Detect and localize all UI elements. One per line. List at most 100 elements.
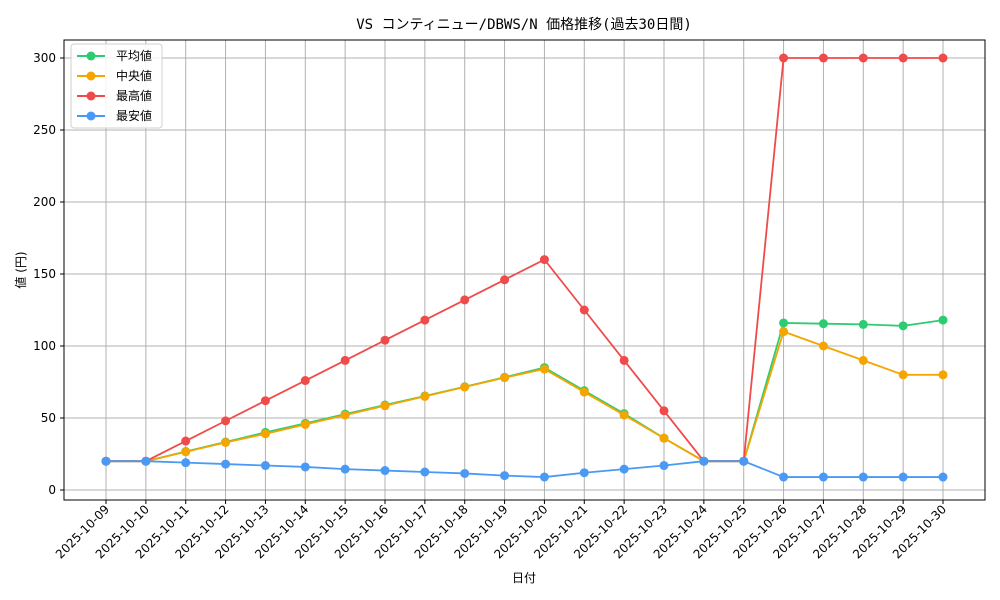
data-point (779, 472, 789, 482)
data-point (539, 364, 549, 374)
data-point (619, 410, 629, 420)
data-point (619, 355, 629, 365)
data-point (779, 327, 789, 337)
data-point (380, 401, 390, 411)
data-point (779, 53, 789, 63)
data-point (300, 462, 310, 472)
data-point (898, 472, 908, 482)
series-2 (101, 53, 948, 466)
data-point (460, 382, 470, 392)
y-tick-label: 300 (33, 51, 56, 65)
data-point (300, 419, 310, 429)
legend-box (70, 43, 163, 129)
data-point (460, 468, 470, 478)
series-line (106, 460, 943, 478)
data-point (938, 370, 948, 380)
data-point (818, 319, 828, 329)
data-point (141, 456, 151, 466)
series-line (106, 330, 943, 463)
legend-marker-icon (86, 51, 96, 61)
data-point (579, 387, 589, 397)
y-axis-label: 値 (円) (13, 251, 28, 288)
data-point (460, 295, 470, 305)
y-tick-label: 150 (33, 267, 56, 281)
data-point (818, 53, 828, 63)
legend-item: 最高値 (77, 88, 152, 103)
data-point (420, 315, 430, 325)
data-point (898, 321, 908, 331)
data-point (340, 410, 350, 420)
data-point (340, 355, 350, 365)
data-point (858, 319, 868, 329)
data-point (500, 373, 510, 383)
y-tick-label: 0 (48, 483, 56, 497)
legend-marker-icon (86, 91, 96, 101)
data-point (181, 458, 191, 468)
data-point (420, 391, 430, 401)
legend-marker-icon (86, 111, 96, 121)
data-point (380, 466, 390, 476)
data-point (539, 472, 549, 482)
data-point (938, 315, 948, 325)
data-point (260, 396, 270, 406)
data-point (779, 318, 789, 328)
chart-title: VS コンティニュー/DBWS/N 価格推移(過去30日間) (356, 17, 692, 33)
data-point (898, 53, 908, 63)
data-series (101, 53, 948, 482)
data-point (420, 467, 430, 477)
data-point (181, 436, 191, 446)
data-point (659, 433, 669, 443)
data-point (500, 275, 510, 285)
data-point (221, 416, 231, 426)
data-point (818, 472, 828, 482)
data-point (818, 341, 828, 351)
y-tick-label: 250 (33, 123, 56, 137)
y-tick-label: 200 (33, 195, 56, 209)
data-point (260, 429, 270, 439)
series-line (106, 319, 944, 463)
series-line (106, 57, 943, 463)
data-point (858, 472, 868, 482)
legend-label: 中央値 (116, 68, 152, 83)
data-point (858, 53, 868, 63)
plot-area-frame (63, 39, 986, 501)
series-3 (101, 456, 948, 482)
x-axis-ticks: 2025-10-092025-10-102025-10-112025-10-12… (53, 500, 949, 561)
data-point (221, 437, 231, 447)
x-axis-label: 日付 (512, 571, 536, 585)
legend-item: 最安値 (77, 108, 152, 123)
data-point (579, 468, 589, 478)
data-point (938, 472, 948, 482)
data-point (739, 456, 749, 466)
data-point (340, 464, 350, 474)
legend-marker-icon (86, 71, 96, 81)
y-axis-ticks: 0 50 100 150 200 250 300 (33, 51, 64, 497)
data-point (938, 53, 948, 63)
data-point (619, 464, 629, 474)
data-point (539, 255, 549, 265)
series-1 (101, 327, 948, 466)
data-point (500, 471, 510, 481)
data-point (181, 447, 191, 457)
data-point (300, 376, 310, 386)
legend-item: 平均値 (77, 48, 152, 63)
data-point (898, 370, 908, 380)
data-point (579, 305, 589, 315)
data-point (260, 461, 270, 471)
data-point (101, 456, 111, 466)
data-point (659, 406, 669, 416)
legend-label: 最安値 (116, 108, 152, 123)
data-point (659, 461, 669, 471)
y-tick-label: 100 (33, 339, 56, 353)
data-point (858, 355, 868, 365)
y-tick-label: 50 (41, 411, 56, 425)
legend-label: 平均値 (116, 48, 152, 63)
legend-item: 中央値 (77, 68, 152, 83)
data-point (699, 456, 709, 466)
data-point (221, 459, 231, 469)
legend-label: 最高値 (116, 88, 152, 103)
grid-lines (64, 40, 985, 500)
data-point (380, 335, 390, 345)
